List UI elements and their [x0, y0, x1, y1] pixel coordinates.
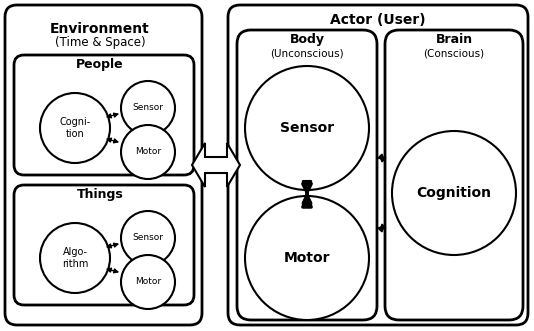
Text: Things: Things	[76, 188, 123, 201]
Text: Body: Body	[289, 33, 325, 46]
Text: Motor: Motor	[135, 148, 161, 157]
Text: (Time & Space): (Time & Space)	[54, 36, 145, 49]
Text: (Unconscious): (Unconscious)	[270, 49, 344, 59]
Text: Cogni-
tion: Cogni- tion	[59, 117, 91, 139]
Circle shape	[392, 131, 516, 255]
FancyBboxPatch shape	[14, 185, 194, 305]
Text: Actor (User): Actor (User)	[330, 13, 426, 27]
Text: Brain: Brain	[435, 33, 473, 46]
Circle shape	[245, 196, 369, 320]
FancyBboxPatch shape	[228, 5, 528, 325]
Text: Algo-
rithm: Algo- rithm	[62, 247, 88, 269]
Text: Motor: Motor	[284, 251, 330, 265]
Polygon shape	[192, 143, 240, 187]
Text: Sensor: Sensor	[132, 104, 163, 113]
Circle shape	[245, 66, 369, 190]
Circle shape	[121, 125, 175, 179]
Circle shape	[40, 223, 110, 293]
FancyBboxPatch shape	[14, 55, 194, 175]
Text: Environment: Environment	[50, 22, 150, 36]
Text: Cognition: Cognition	[417, 186, 491, 200]
Circle shape	[121, 81, 175, 135]
Text: Sensor: Sensor	[280, 121, 334, 135]
FancyBboxPatch shape	[5, 5, 202, 325]
Circle shape	[121, 211, 175, 265]
Circle shape	[40, 93, 110, 163]
FancyBboxPatch shape	[237, 30, 377, 320]
Text: People: People	[76, 58, 124, 71]
Text: Motor: Motor	[135, 277, 161, 287]
Text: Sensor: Sensor	[132, 233, 163, 243]
FancyBboxPatch shape	[385, 30, 523, 320]
Text: (Conscious): (Conscious)	[423, 49, 484, 59]
Circle shape	[121, 255, 175, 309]
